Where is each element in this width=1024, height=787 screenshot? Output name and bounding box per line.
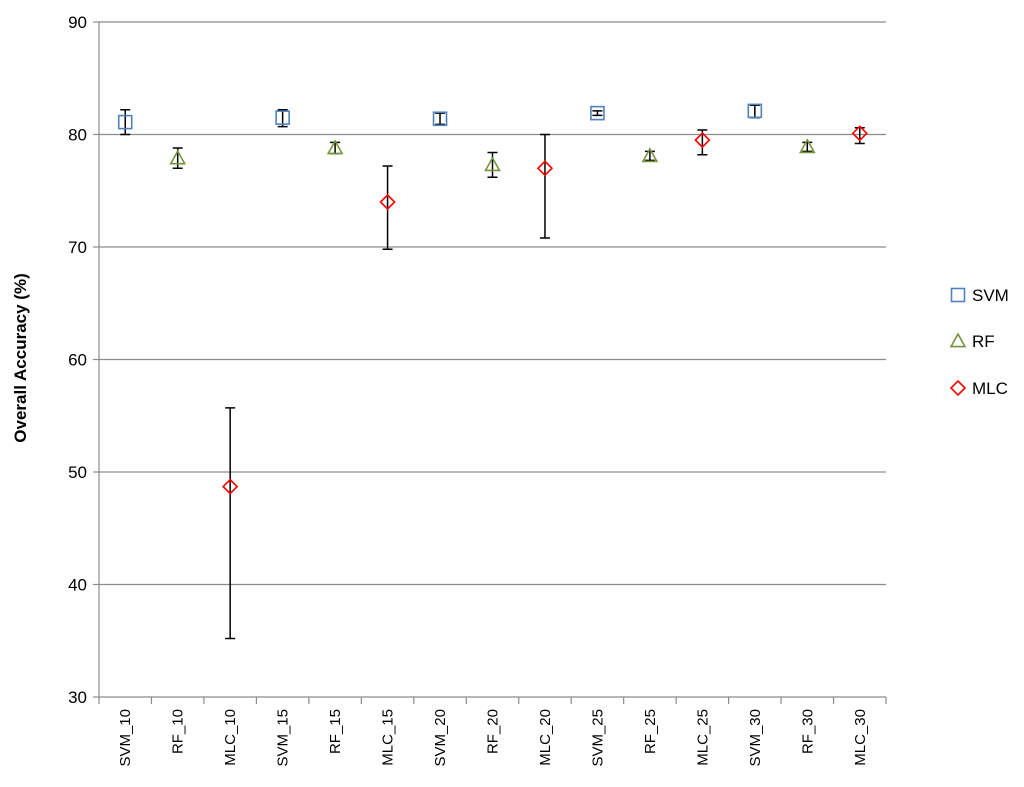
x-tick-label: MLC_10	[222, 709, 239, 766]
x-tick-label: RF_10	[170, 709, 187, 754]
x-axis-tick-labels: SVM_10 RF_10 MLC_10 SVM_15 RF_15 MLC_15 SVM_20…	[117, 709, 869, 767]
x-tick-label: RF_25	[642, 709, 659, 754]
y-tick-label: 90	[68, 13, 87, 32]
x-tick-label: MLC_15	[380, 709, 397, 766]
mlc-data-point	[851, 125, 868, 142]
x-tick-label: RF_15	[327, 709, 344, 754]
mlc-data-point	[694, 131, 711, 149]
y-axis-tick-labels: 30 40 50 60 70 80 90	[68, 13, 87, 707]
data-markers	[117, 103, 868, 495]
svm-data-point	[590, 105, 605, 121]
mlc-legend-marker	[949, 379, 967, 397]
x-tick-label: SVM_30	[747, 709, 764, 767]
y-tick-label: 30	[68, 688, 87, 707]
y-tick-label: 50	[68, 463, 87, 482]
svm-legend-label: SVM	[972, 286, 1009, 305]
rf-data-point	[484, 156, 501, 172]
mlc-data-point	[222, 478, 239, 495]
rf-data-point	[169, 149, 187, 165]
svm-data-point	[275, 110, 290, 125]
x-tick-label: SVM_25	[589, 709, 606, 767]
rf-legend-marker	[949, 332, 967, 348]
y-tick-label: 80	[68, 126, 87, 145]
axes	[93, 21, 887, 704]
svm-data-point	[432, 111, 448, 127]
rf-legend-label: RF	[972, 332, 995, 351]
x-tick-label: MLC_25	[694, 709, 711, 766]
y-tick-label: 60	[68, 351, 87, 370]
svm-data-point	[747, 103, 763, 119]
y-tick-label: 40	[68, 576, 87, 595]
y-tick-label: 70	[68, 238, 87, 257]
gridlines	[99, 21, 886, 586]
y-axis-title: Overall Accuracy (%)	[11, 273, 30, 442]
mlc-data-point	[379, 193, 396, 211]
x-tick-label: SVM_15	[275, 709, 292, 767]
x-tick-label: MLC_20	[537, 709, 554, 766]
rf-data-point	[798, 138, 816, 154]
error-bars	[120, 104, 865, 640]
rf-data-point	[641, 147, 659, 163]
rf-data-point	[326, 139, 344, 155]
legend: SVM RF MLC	[949, 286, 1009, 398]
x-tick-label: SVM_10	[117, 709, 134, 767]
x-tick-label: RF_20	[485, 709, 502, 754]
x-tick-label: RF_30	[799, 709, 816, 754]
svm-data-point	[117, 114, 133, 130]
x-tick-label: SVM_20	[432, 709, 449, 767]
x-tick-label: MLC_30	[852, 709, 869, 766]
svm-legend-marker	[950, 287, 966, 303]
mlc-data-point	[536, 160, 554, 177]
mlc-legend-label: MLC	[972, 379, 1008, 398]
